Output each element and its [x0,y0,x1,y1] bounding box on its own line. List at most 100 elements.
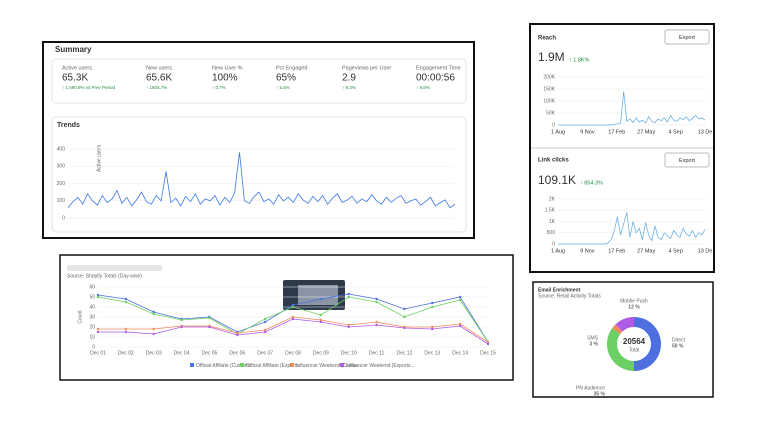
metric-label: Active users [62,65,92,71]
point [375,297,378,301]
point [458,295,462,299]
x-tick-label: Dec 11 [369,350,385,356]
trends-card [51,116,467,233]
point [319,320,323,324]
donut-segment [615,317,634,332]
button-label[interactable]: Export [679,35,695,41]
x-tick-label: 13 De [698,129,713,135]
segment-value: 35 % [594,391,606,397]
trends-title: Trends [57,122,80,129]
campaign-subtitle: Source: Shopify Totals (Day-wise) [67,273,142,279]
x-tick-label: 9 Nov [580,248,595,254]
segment-value: 3 % [589,341,598,347]
y-tick-label: 30 [89,314,95,320]
y-tick-label: 40 [89,304,95,310]
y-tick-label: 0 [62,215,65,221]
reach-change: ↑ 1.8K% [569,57,590,63]
y-axis-label: Count [77,310,83,324]
segment-value: 12 % [628,304,640,310]
segment-value: 50 % [672,343,684,349]
x-tick-label: Dec 14 [452,350,468,356]
point [236,331,239,335]
point [458,298,462,302]
donut-segment [607,328,634,371]
point [403,315,406,319]
x-tick-label: 1 Aug [551,248,565,254]
legend-label: Influencer Weekend (Custo... [296,363,361,369]
point [152,312,155,316]
y-tick-label: 100K [543,98,555,104]
line [558,91,706,126]
point [458,324,462,328]
donut-total-label: Total [629,347,640,353]
x-tick-label: Dec 07 [257,350,273,356]
x-tick-label: 27 May [637,248,655,254]
point [458,322,462,326]
metric-change: ↑ 9.8% [416,85,430,90]
y-tick-label: 0 [552,122,555,128]
point [347,325,350,329]
metric-label: New users [146,65,172,71]
title-placeholder [67,265,162,271]
point [208,325,211,329]
point [403,307,406,311]
point [124,297,128,301]
x-tick-label: 17 Feb [608,129,625,135]
y-tick-label: 300 [57,164,66,170]
metric-change: ↑ 1,590.9% vs Prev Period [62,85,116,90]
point [291,315,295,319]
x-tick-label: Dec 15 [480,350,496,356]
point [180,325,183,329]
x-tick-label: Dec 02 [118,350,134,356]
point [347,292,350,296]
donut-segment [612,324,623,335]
point [263,320,267,324]
y-axis-label: Active users [96,144,102,172]
point [263,317,267,321]
legend-label: Official Affiliate (Exports... [246,363,303,369]
segment-name: SMS [587,335,599,341]
y-tick-label: 2K [549,196,556,202]
metric-label: Pct Engaged [276,65,308,71]
point [96,293,100,297]
point [347,295,350,299]
button-label[interactable]: Export [679,158,695,164]
clicks-title: Link clicks [538,158,569,164]
x-tick-label: Dec 08 [285,350,301,356]
point [263,328,267,332]
export-button[interactable]: Export [664,152,710,168]
clicks-change: ↑ 854.3% [580,180,603,186]
x-tick-label: 17 Feb [608,248,625,254]
metric-label: Engagement Time [416,65,461,71]
y-tick-label: 0 [552,241,555,247]
y-tick-label: 150K [543,86,555,92]
x-tick-label: Dec 04 [174,350,190,356]
y-tick-label: 0 [92,344,95,350]
metric-label: Pageviews per User [342,65,391,71]
x-tick-label: Dec 12 [397,350,413,356]
point [263,330,267,334]
x-tick-label: 13 De [698,248,713,254]
point [291,317,295,321]
legend-swatch [190,363,194,367]
point [486,342,490,346]
x-tick-label: Dec 03 [146,350,162,356]
x-tick-label: 9 Nov [580,129,595,135]
y-tick-label: 50K [546,110,556,116]
point [96,327,100,331]
legend-swatch [340,363,344,367]
point [319,297,323,301]
point [431,327,434,331]
point [431,301,434,305]
button-frame[interactable] [664,152,710,168]
export-button[interactable]: Export [664,29,710,45]
button-frame[interactable] [664,29,710,45]
point [236,333,239,337]
y-tick-label: 20 [89,324,95,330]
point [347,323,350,327]
metric-change: ↑ 1604.7% [146,85,167,90]
donut-total: 20564 [623,337,646,346]
legend-swatch [240,363,244,367]
point [208,316,211,320]
